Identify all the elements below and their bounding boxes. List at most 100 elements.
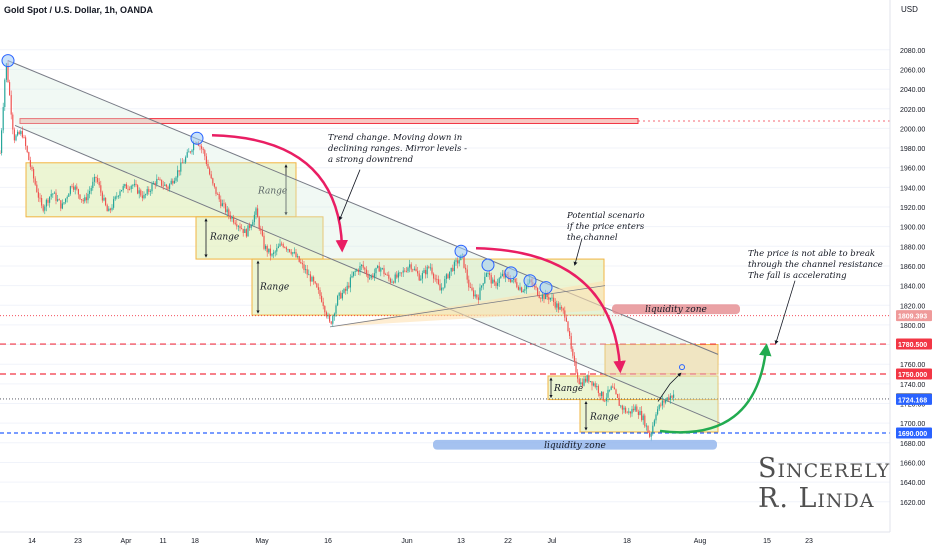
price-label-text: 1724.168 [898,397,927,404]
candle-body [149,191,151,193]
price-axis-layer[interactable]: 1620.00 1640.00 1660.00 1680.00 1700.00 1720.… [889,0,932,550]
candle-body [519,287,521,290]
candle-body [36,184,38,193]
candle-body [553,297,555,302]
candle-body [468,279,470,288]
candle-body [665,400,667,403]
candle-body [543,294,545,300]
candle-body [95,176,97,178]
annotation-text: if the price enters [567,222,645,232]
candle-body [293,252,295,253]
candle-body [559,307,561,310]
candle-body [73,186,75,190]
price-label-text: 1750.000 [898,372,927,379]
candle-body [37,192,39,198]
candle-body [597,386,599,393]
y-tick-label: 1960.00 [900,166,925,173]
candle-body [207,164,209,169]
arrows-layer [211,134,796,434]
candle-body [141,195,143,199]
candle-body [282,244,284,248]
candle-body [333,313,335,317]
candle-body [109,208,111,210]
candle-body [642,415,644,421]
candle-body [309,274,311,282]
range-box [579,399,719,433]
y-tick-label: 1900.00 [900,225,925,232]
candle-body [373,273,375,278]
candle-body [641,410,643,421]
candle-body [127,188,129,190]
candle-body [570,336,572,349]
candle-body [612,386,614,388]
candle-body [290,251,292,254]
y-tick-label: 1880.00 [900,244,925,251]
candle-body [401,272,403,274]
candle-body [455,260,457,262]
candle-body [471,287,473,291]
candle-body [327,315,329,317]
candle-body [525,285,527,290]
candle-body [660,404,662,406]
candle-body [596,386,598,388]
candle-body [348,285,350,288]
candle-body [5,63,7,80]
candle-body [146,189,148,195]
touch-circle [190,131,204,145]
candle-body [540,297,542,299]
candle-body [114,196,116,200]
candle-body [516,282,518,287]
liquidity-zones-layer: liquidity zone liquidity zone [433,304,740,451]
candle-body [193,143,195,151]
y-tick-label: 2080.00 [900,48,925,55]
candle-body [178,170,180,172]
candle-body [652,425,654,434]
candle-body [495,282,497,286]
candle-body [477,297,479,300]
candle-body [2,107,4,131]
candle-body [189,151,191,153]
candle-body [213,183,215,187]
candle-body [71,186,73,188]
candle-body [473,290,475,297]
candle-body [538,295,540,298]
candle-body [442,287,444,289]
price-label-tag [896,427,932,439]
candle-body [225,203,227,213]
time-axis-layer[interactable]: 14 23 Apr 11 18 May 16 Jun 13 22 Jul 18 Aug 15 23 [0,531,890,545]
candle-body [47,199,49,203]
candle-body [7,63,9,83]
candle-body [417,271,419,274]
candle-body [231,217,233,219]
candle-body [370,275,372,278]
candle-body [129,188,131,190]
candle-body [97,177,99,182]
candle-body [463,254,465,268]
candle-body [233,217,235,223]
candle-body [265,245,267,249]
candle-body [621,405,623,410]
candle-body [12,114,14,130]
candle-body [362,264,364,268]
candle-body [650,433,652,437]
candle-body [133,183,135,186]
candle-body [90,188,92,191]
x-tick-label: Jul [548,538,557,545]
candle-body [61,203,63,209]
candle-body [33,169,35,179]
candle-body [79,194,81,200]
candle-body [549,298,551,300]
annotation-text: a strong downtrend [328,155,414,165]
y-tick-label: 1820.00 [900,303,925,310]
candle-body [569,331,571,337]
candle-body [490,275,492,284]
candle-body [313,276,315,282]
x-tick-label: 22 [504,538,512,545]
touch-circle [454,244,468,258]
candle-body [42,205,44,211]
candle-body [300,261,302,264]
y-tick-label: 2040.00 [900,87,925,94]
projection-path [657,372,682,402]
candle-body [124,184,126,187]
